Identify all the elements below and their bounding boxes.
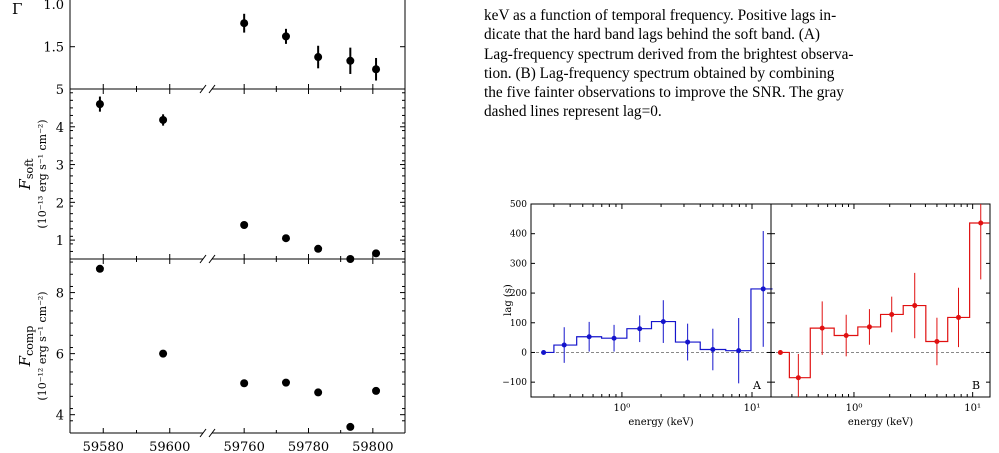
y-tick-label: 100 xyxy=(510,319,527,329)
data-point xyxy=(611,335,617,341)
panel-gamma: 1.5 1.0 Γ xyxy=(12,0,406,94)
data-point xyxy=(346,422,355,431)
y-tick-label: −100 xyxy=(502,378,527,388)
y-tick-label: 0 xyxy=(521,348,527,358)
data-point xyxy=(956,314,962,320)
flux-evolution-figure: 1.5 1.0 Γ 1 2 3 4 5 Fsoft (10⁻¹³ erg s⁻¹ cm⁻²) 4 6 8… xyxy=(12,0,406,453)
data-point xyxy=(159,115,168,124)
y-tick-label: 400 xyxy=(510,230,527,240)
data-point xyxy=(843,333,849,339)
y-axis-label: Fsoft xyxy=(16,158,36,191)
data-point xyxy=(795,375,801,381)
caption-line: tion. (B) Lag-frequency spectrum obtaine… xyxy=(484,64,835,82)
y-axis-units: (10⁻¹³ erg s⁻¹ cm⁻²) xyxy=(36,119,49,228)
data-point xyxy=(95,264,104,273)
y-tick-label: 4 xyxy=(56,121,64,136)
y-axis-units: (10⁻¹² erg s⁻¹ cm⁻²) xyxy=(36,291,49,400)
plot-frame xyxy=(530,203,772,398)
panel-lag-B: 10⁰ 10¹ energy (keV) B xyxy=(770,203,991,428)
y-tick-label: 500 xyxy=(510,200,527,210)
data-point xyxy=(760,286,766,292)
x-tick-label: 59580 xyxy=(83,440,124,453)
data-point xyxy=(281,234,290,243)
data-point xyxy=(281,378,290,387)
y-tick-label: 3 xyxy=(56,159,64,174)
data-point xyxy=(346,56,355,65)
panel-soft-flux: 1 2 3 4 5 Fsoft (10⁻¹³ erg s⁻¹ cm⁻²) xyxy=(16,83,406,264)
x-tick-label: 10⁰ xyxy=(614,403,631,414)
data-point xyxy=(660,319,666,325)
data-point xyxy=(912,303,918,309)
y-tick-label: 1 xyxy=(56,234,64,249)
data-point xyxy=(586,334,592,340)
y-tick-label: 1.5 xyxy=(43,41,64,56)
x-axis-label: energy (keV) xyxy=(628,417,693,428)
data-point xyxy=(314,53,323,62)
data-point xyxy=(710,346,716,352)
data-point xyxy=(934,338,940,344)
caption-line: keV as a function of temporal frequency.… xyxy=(484,7,837,24)
step-line xyxy=(543,288,773,354)
data-point xyxy=(240,221,249,229)
figure-caption: keV as a function of temporal frequency.… xyxy=(484,6,992,122)
x-tick-label: 59780 xyxy=(288,440,329,453)
y-tick-label: 2 xyxy=(56,196,64,211)
data-point xyxy=(95,100,104,109)
x-tick-label: 59800 xyxy=(352,440,393,453)
data-point xyxy=(637,326,643,332)
data-point xyxy=(685,339,691,345)
x-tick-label: 10¹ xyxy=(744,403,761,414)
data-point xyxy=(314,244,323,253)
x-tick-label: 59600 xyxy=(149,440,190,453)
data-point xyxy=(541,349,547,355)
data-point xyxy=(372,386,381,395)
x-axis-label: energy (keV) xyxy=(848,417,913,428)
data-point xyxy=(240,379,249,388)
y-axis-label: Γ xyxy=(12,0,22,18)
y-tick-label: 8 xyxy=(56,287,64,302)
panel-label: A xyxy=(752,379,762,392)
plot-frame xyxy=(770,203,991,398)
data-point xyxy=(736,348,742,354)
y-tick-label: 6 xyxy=(56,348,64,363)
x-tick-label: 59760 xyxy=(223,440,264,453)
data-point xyxy=(240,19,249,28)
y-tick-label: 5 xyxy=(56,83,64,98)
data-point xyxy=(281,32,290,41)
x-tick-label: 10⁰ xyxy=(846,403,863,414)
axis-break-mark xyxy=(208,428,216,438)
y-axis-label: lag (s) xyxy=(503,284,514,316)
y-axis-label: Fcomp xyxy=(16,326,36,368)
data-point xyxy=(978,220,984,226)
data-point xyxy=(372,65,381,74)
data-point xyxy=(866,324,872,330)
y-tick-label: 200 xyxy=(510,289,527,299)
data-point xyxy=(777,349,783,355)
axis-break-mark xyxy=(199,428,207,438)
data-point xyxy=(819,325,825,331)
x-tick-label: 10¹ xyxy=(964,403,981,414)
data-point xyxy=(561,342,567,348)
data-point xyxy=(314,388,323,397)
data-point xyxy=(889,311,895,317)
y-tick-label: 300 xyxy=(510,259,527,269)
y-tick-label: 4 xyxy=(56,409,64,424)
caption-line: Lag-frequency spectrum derived from the … xyxy=(484,45,854,63)
caption-line: the five fainter observations to improve… xyxy=(484,84,844,102)
panel-lag-A: −100 0 100 200 300 400 500 10⁰ 10¹ energy (keV) la… xyxy=(502,200,773,428)
lag-energy-figure: −100 0 100 200 300 400 500 10⁰ 10¹ energy (keV) la… xyxy=(502,200,991,428)
panel-comp-flux: 4 6 8 Fcomp (10⁻¹² erg s⁻¹ cm⁻²) 59580 59600 59… xyxy=(16,258,406,453)
panel-label: B xyxy=(972,379,980,392)
caption-line: dicate that the hard band lags behind th… xyxy=(484,26,821,44)
data-point xyxy=(372,249,381,258)
step-line xyxy=(780,222,990,379)
caption-line: dashed lines represent lag=0. xyxy=(484,103,662,121)
y-tick-label: 1.0 xyxy=(43,0,64,13)
data-point xyxy=(159,349,168,358)
